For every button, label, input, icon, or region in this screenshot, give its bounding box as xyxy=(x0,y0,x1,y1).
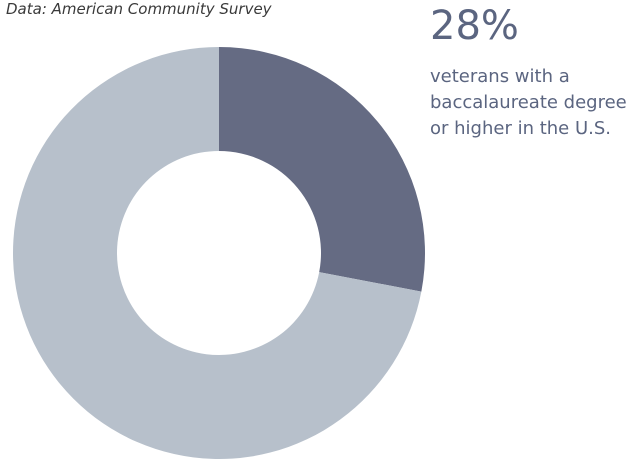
donut-slice-1 xyxy=(219,47,425,292)
stat-value: 28% xyxy=(430,3,519,49)
stat-description: veterans with a baccalaureate degree or … xyxy=(430,66,627,139)
donut-slice-2 xyxy=(12,47,422,459)
source-note: Data: American Community Survey xyxy=(6,0,272,18)
